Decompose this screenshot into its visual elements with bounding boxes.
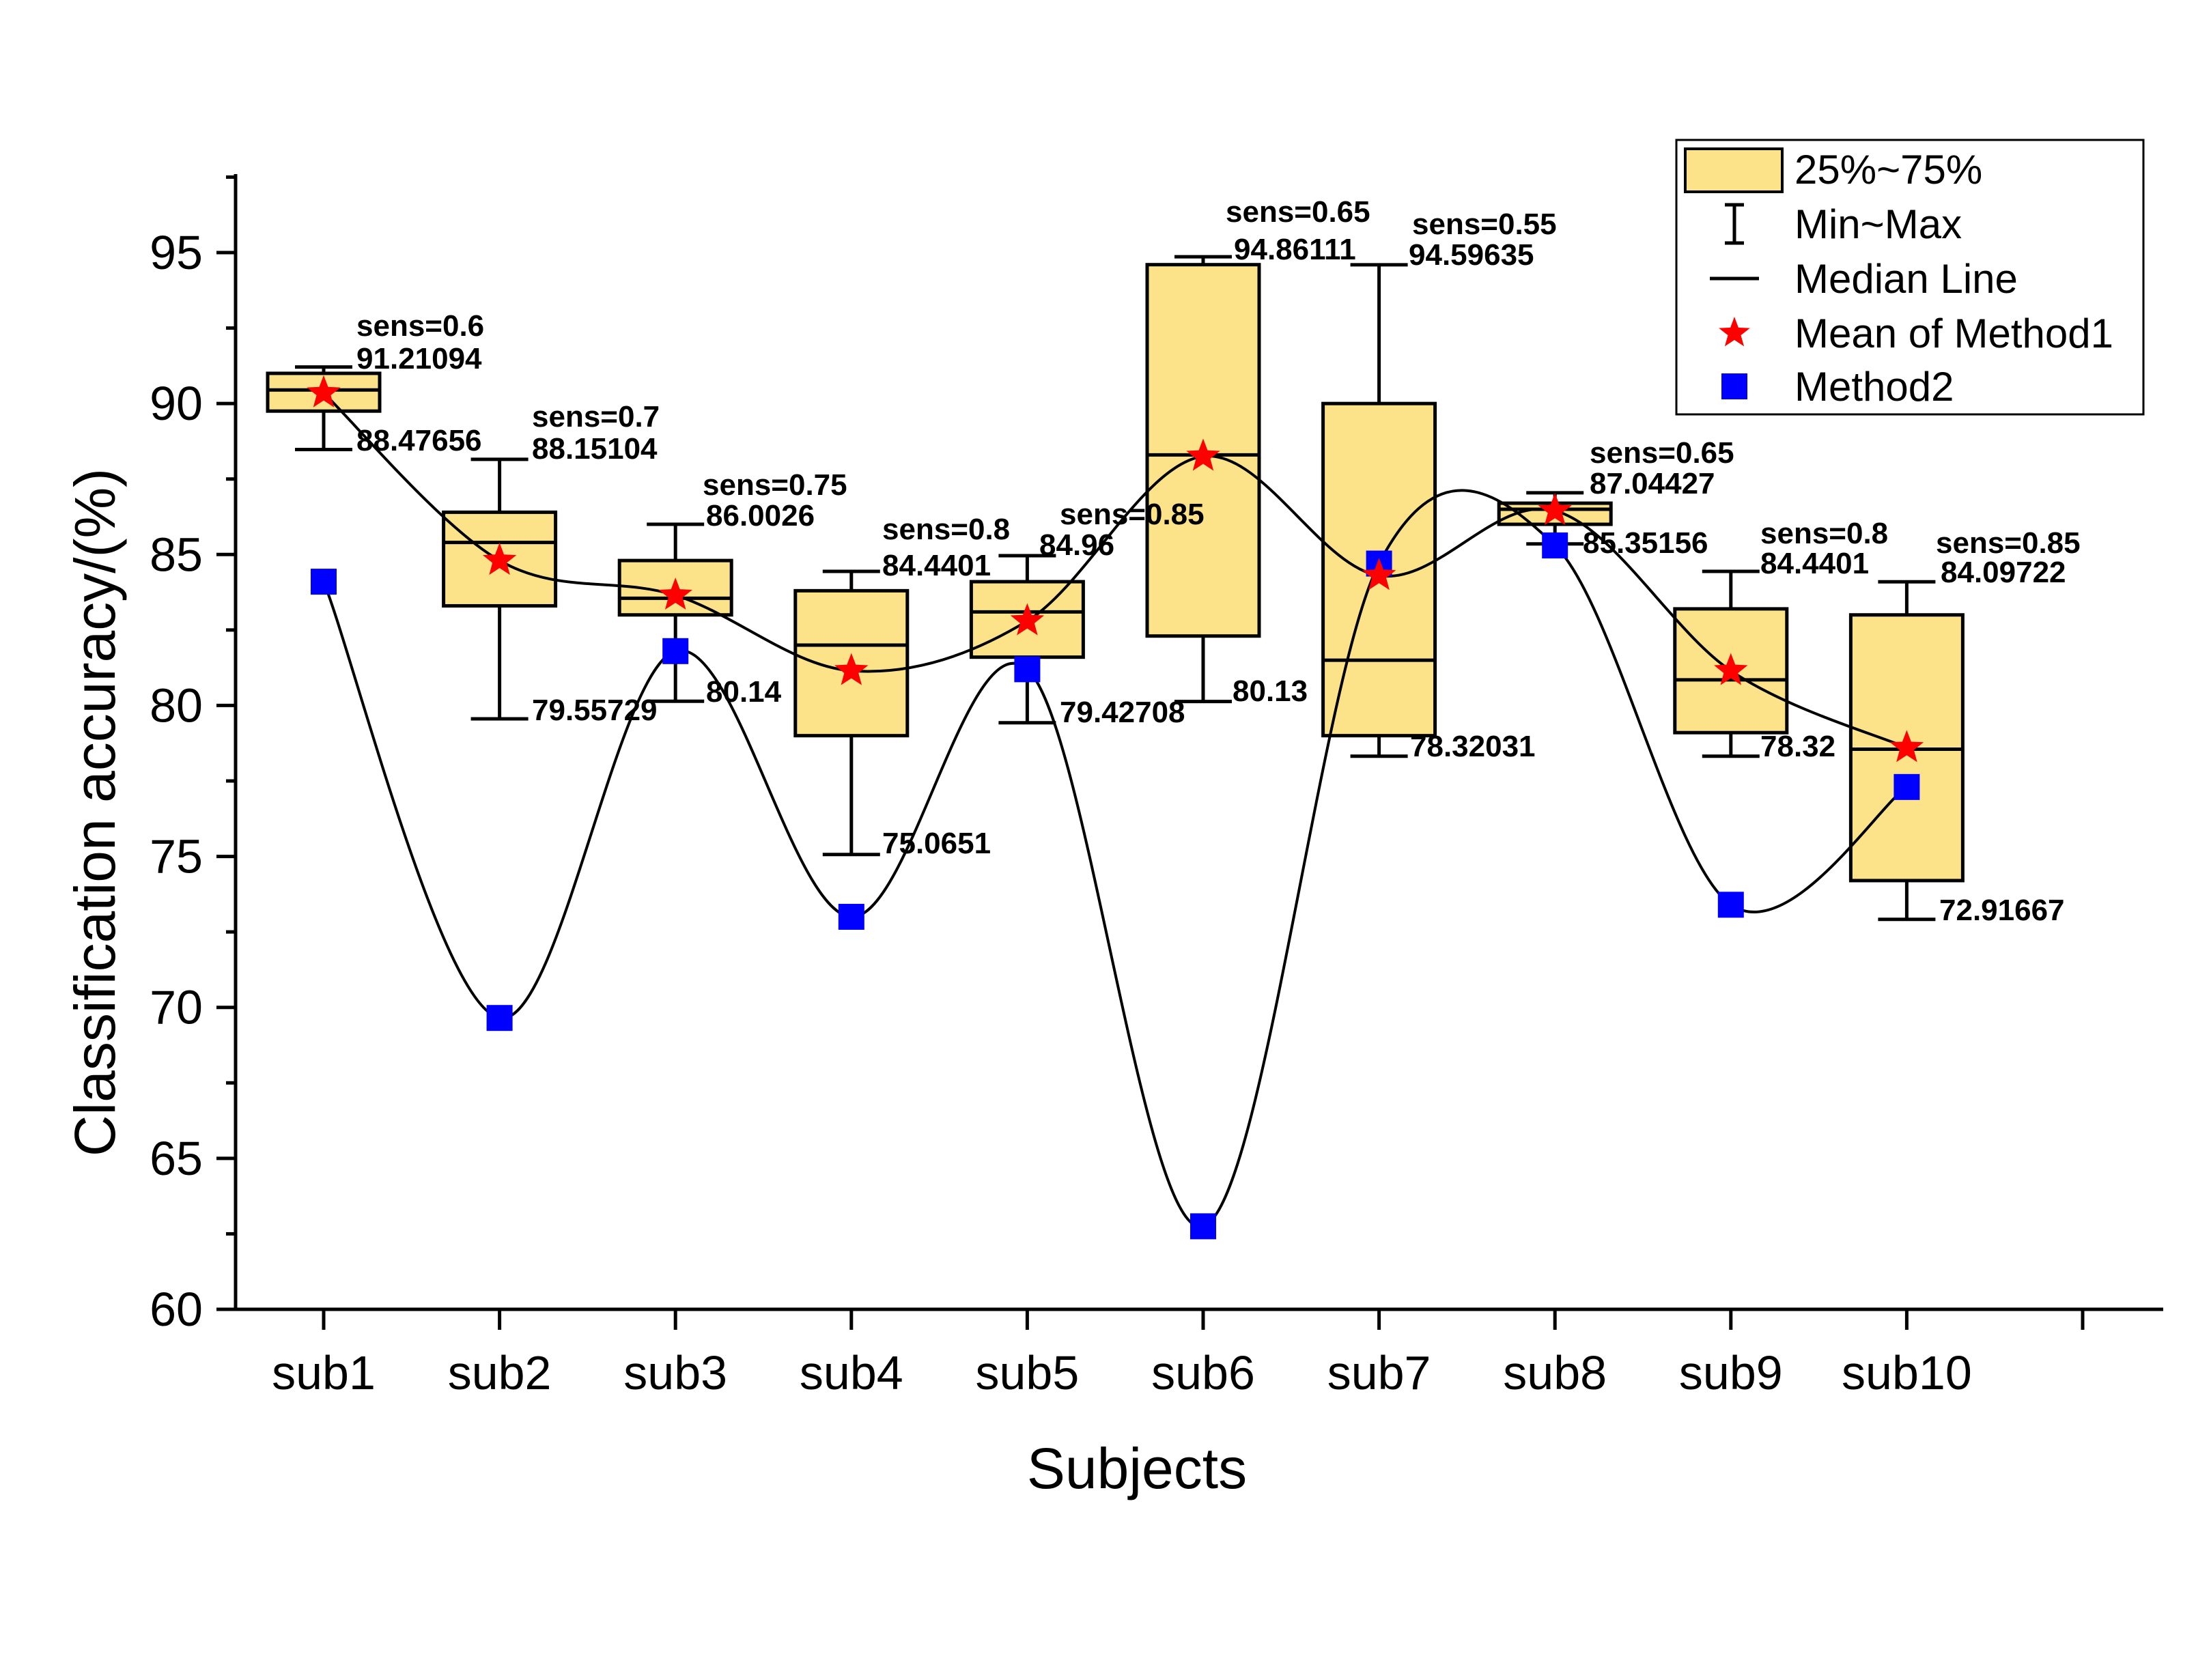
plot-area: sens=0.6 sens=0.7 sens=0.75 sens=0.8 sens=0.… (266, 195, 2081, 1240)
x-tick-label: sub7 (1327, 1346, 1431, 1399)
x-tick-label: sub6 (1151, 1346, 1255, 1399)
x-tick-label: sub9 (1679, 1346, 1783, 1399)
y-tick-label: 70 (150, 981, 203, 1034)
max-value-label: 86.0026 (706, 499, 815, 532)
min-value-label: 78.32 (1760, 730, 1835, 763)
legend-item-label: Method2 (1794, 364, 1954, 410)
sens-label: sens=0.75 (703, 468, 847, 502)
max-value-label: 87.04427 (1590, 467, 1715, 500)
min-value-label: 79.55729 (532, 694, 658, 727)
mean-method1-point (307, 375, 341, 408)
y-tick-label: 65 (150, 1132, 203, 1185)
legend-key-method2 (1721, 373, 1747, 399)
method2-point (1894, 773, 1920, 800)
legend-item-label: Mean of Method1 (1794, 311, 2113, 356)
sens-label: sens=0.6 (356, 309, 484, 343)
method2-point (1190, 1213, 1216, 1240)
sens-label: sens=0.55 (1412, 208, 1557, 241)
x-tick-label: sub2 (448, 1346, 552, 1399)
mean-method1-point (1538, 493, 1572, 526)
max-value-label: 84.09722 (1941, 556, 2066, 589)
min-value-label: 79.42708 (1060, 696, 1185, 729)
y-tick-label: 85 (150, 528, 203, 581)
y-tick-label: 90 (150, 377, 203, 430)
legend-item-label: Min~Max (1794, 201, 1962, 247)
y-tick-label: 95 (150, 226, 203, 279)
legend-item-label: 25%~75% (1794, 147, 1982, 193)
method2-point (486, 1005, 513, 1031)
mean-method1-point (1889, 730, 1924, 763)
sens-label: sens=0.7 (532, 400, 660, 433)
max-value-label: 84.4401 (882, 549, 991, 582)
sens-label: sens=0.8 (1760, 517, 1888, 550)
min-value-label: 80.14 (706, 675, 782, 709)
mean-method1-curve (322, 392, 1908, 750)
legend: 25%~75% Min~Max Median Line Mean of Method1… (1675, 139, 2145, 416)
sens-label: sens=0.85 (1936, 526, 2081, 560)
mean-method1-point (658, 577, 692, 610)
sens-label: sens=0.65 (1590, 436, 1734, 470)
method2-point (838, 904, 864, 930)
y-tick-label: 80 (150, 679, 203, 732)
legend-key-box (1684, 147, 1784, 193)
min-value-label: 85.35156 (1583, 526, 1708, 560)
max-value-label: 84.96 (1039, 528, 1114, 562)
method2-point (311, 569, 337, 595)
sens-label: sens=0.8 (882, 513, 1010, 546)
sens-label: sens=0.65 (1226, 195, 1370, 229)
sens-label: sens=0.85 (1060, 498, 1205, 531)
method2-point (662, 638, 689, 664)
min-value-label: 88.47656 (356, 424, 482, 457)
method2-point (1014, 656, 1041, 683)
axes: 60 65 70 75 80 85 90 95 sub1 sub2 sub3 sub4 sub5 sub6… (150, 174, 2163, 1399)
min-value-label: 78.32031 (1410, 730, 1536, 763)
y-tick-label: 60 (150, 1283, 203, 1336)
max-value-label: 94.86111 (1234, 233, 1356, 266)
y-tick-label: 75 (150, 830, 203, 883)
x-tick-label: sub5 (976, 1346, 1080, 1399)
min-value-label: 80.13 (1233, 674, 1308, 708)
x-axis-title: Subjects (1027, 1436, 1247, 1500)
min-value-label: 75.0651 (882, 827, 991, 860)
mean-method1-point (1010, 603, 1045, 636)
legend-key-mean (1719, 317, 1750, 347)
method2-point (1542, 532, 1568, 559)
method2-curve (322, 489, 1908, 1228)
mean-method1-point (1362, 558, 1396, 590)
y-axis-title: Classification accuracy/(%) (63, 468, 127, 1156)
x-tick-label: sub10 (1842, 1346, 1972, 1399)
max-value-label: 91.21094 (356, 342, 482, 375)
x-tick-label: sub8 (1503, 1346, 1607, 1399)
mean-method1-point (1714, 653, 1748, 685)
max-value-label: 88.15104 (532, 432, 658, 466)
method2-point (1717, 892, 1744, 918)
mean-method1-point (1186, 438, 1220, 471)
x-tick-label: sub4 (800, 1346, 903, 1399)
max-value-label: 84.4401 (1760, 547, 1869, 580)
mean-method1-point (482, 543, 517, 575)
min-value-label: 72.91667 (1939, 894, 2065, 927)
mean-method1-point (834, 653, 869, 685)
max-value-label: 94.59635 (1409, 238, 1534, 272)
x-tick-label: sub1 (272, 1346, 376, 1399)
legend-item-label: Median Line (1794, 256, 2018, 302)
x-tick-label: sub3 (623, 1346, 727, 1399)
